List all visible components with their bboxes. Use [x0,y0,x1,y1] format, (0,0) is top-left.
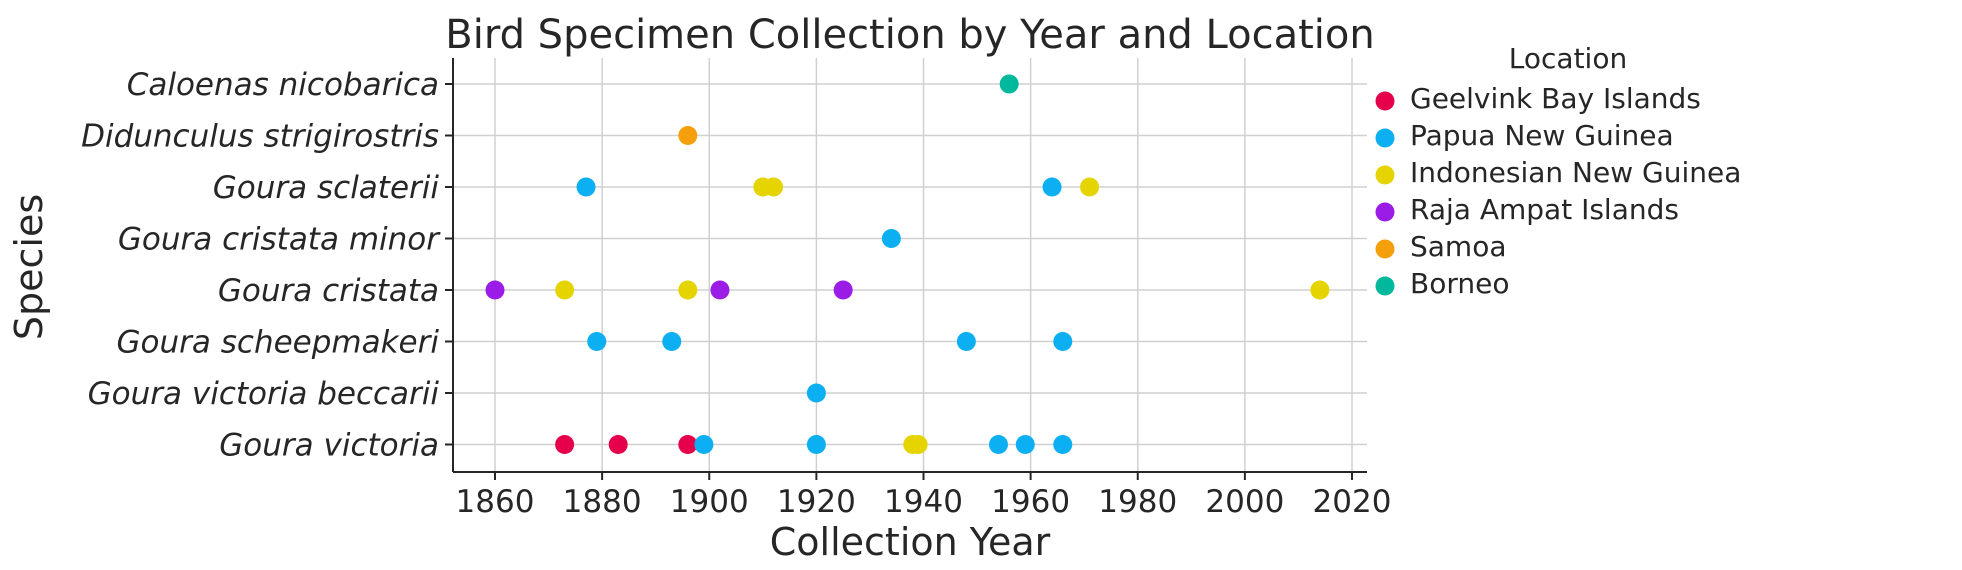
data-point-papua-new-guinea-11 [576,177,596,197]
chart-title: Bird Specimen Collection by Year and Loc… [445,12,1374,58]
data-point-papua-new-guinea-6 [587,332,607,351]
data-point-indonesian-new-guinea-7 [1080,177,1100,197]
legend-marker-indonesian-new-guinea [1375,165,1395,185]
data-point-borneo-0 [999,74,1019,94]
data-point-papua-new-guinea-2 [988,435,1008,454]
data-point-indonesian-new-guinea-6 [764,177,784,197]
grid-lines [453,58,1367,472]
legend-label-indonesian-new-guinea: Indonesian New Guinea [1410,156,1741,189]
data-point-papua-new-guinea-3 [1015,435,1035,454]
data-point-indonesian-new-guinea-2 [555,280,575,300]
x-tick-label-1960: 1960 [991,484,1070,520]
legend-marker-samoa [1375,239,1395,259]
data-point-papua-new-guinea-7 [662,332,682,351]
x-tick-label-1860: 1860 [456,484,535,520]
legend-marker-geelvink-bay-islands [1375,91,1395,111]
y-axis-label: Species [7,194,51,340]
y-tick-label-goura-victoria: Goura victoria [219,428,439,464]
y-tick-label-didunculus-strigirostris: Didunculus strigirostris [81,119,439,155]
y-tick-label-goura-cristata-minor: Goura cristata minor [118,222,441,258]
legend-marker-raja-ampat-islands [1375,202,1395,222]
x-tick-label-1980: 1980 [1098,484,1177,520]
y-tick-label-goura-scheepmakeri: Goura scheepmakeri [117,325,440,361]
legend-title: Location [1509,42,1627,75]
x-tick-label-2000: 2000 [1205,484,1284,520]
data-points [485,74,1330,454]
legend-label-samoa: Samoa [1410,230,1507,263]
data-point-papua-new-guinea-10 [881,229,901,248]
data-point-papua-new-guinea-4 [1053,435,1073,454]
data-point-indonesian-new-guinea-4 [1310,280,1330,300]
legend-entries: Geelvink Bay Islands Papua New Guinea Indo… [1375,82,1741,300]
data-point-papua-new-guinea-8 [956,332,976,351]
data-point-papua-new-guinea-0 [694,435,714,454]
data-point-samoa-0 [678,126,698,145]
x-tick-label-1900: 1900 [670,484,749,520]
y-tick-label-caloenas-nicobarica: Caloenas nicobarica [127,67,439,103]
legend-label-borneo: Borneo [1410,267,1509,300]
axes [452,58,1367,473]
legend: Location Geelvink Bay Islands Papua New G… [1375,42,1741,300]
data-point-geelvink-bay-islands-2 [678,435,698,454]
x-axis-label: Collection Year [770,520,1051,564]
legend-label-raja-ampat-islands: Raja Ampat Islands [1410,193,1679,226]
data-point-geelvink-bay-islands-0 [555,435,575,454]
legend-marker-borneo [1375,276,1395,296]
data-point-raja-ampat-islands-1 [710,280,730,300]
data-point-indonesian-new-guinea-3 [678,280,698,300]
x-axis-ticks: 1860 1880 1900 1920 1940 1960 1980 2000 2020 [456,472,1392,520]
x-tick-label-1920: 1920 [777,484,856,520]
data-point-geelvink-bay-islands-1 [608,435,628,454]
data-point-papua-new-guinea-1 [806,435,826,454]
data-point-papua-new-guinea-5 [806,383,826,403]
data-point-indonesian-new-guinea-1 [908,435,928,454]
data-point-papua-new-guinea-12 [1042,177,1062,197]
legend-label-papua-new-guinea: Papua New Guinea [1410,119,1674,152]
x-tick-label-1880: 1880 [563,484,642,520]
data-point-papua-new-guinea-9 [1053,332,1073,351]
y-axis-ticks: Caloenas nicobarica Didunculus strigirost… [81,67,453,464]
y-tick-label-goura-cristata: Goura cristata [218,273,439,309]
x-tick-label-1940: 1940 [884,484,963,520]
y-tick-label-goura-victoria-beccarii: Goura victoria beccarii [88,376,440,412]
legend-label-geelvink-bay-islands: Geelvink Bay Islands [1410,82,1701,115]
y-tick-label-goura-sclaterii: Goura sclaterii [213,170,440,206]
data-point-raja-ampat-islands-0 [485,280,505,300]
x-tick-label-2020: 2020 [1313,484,1392,520]
data-point-raja-ampat-islands-2 [833,280,853,300]
legend-marker-papua-new-guinea [1375,128,1395,148]
